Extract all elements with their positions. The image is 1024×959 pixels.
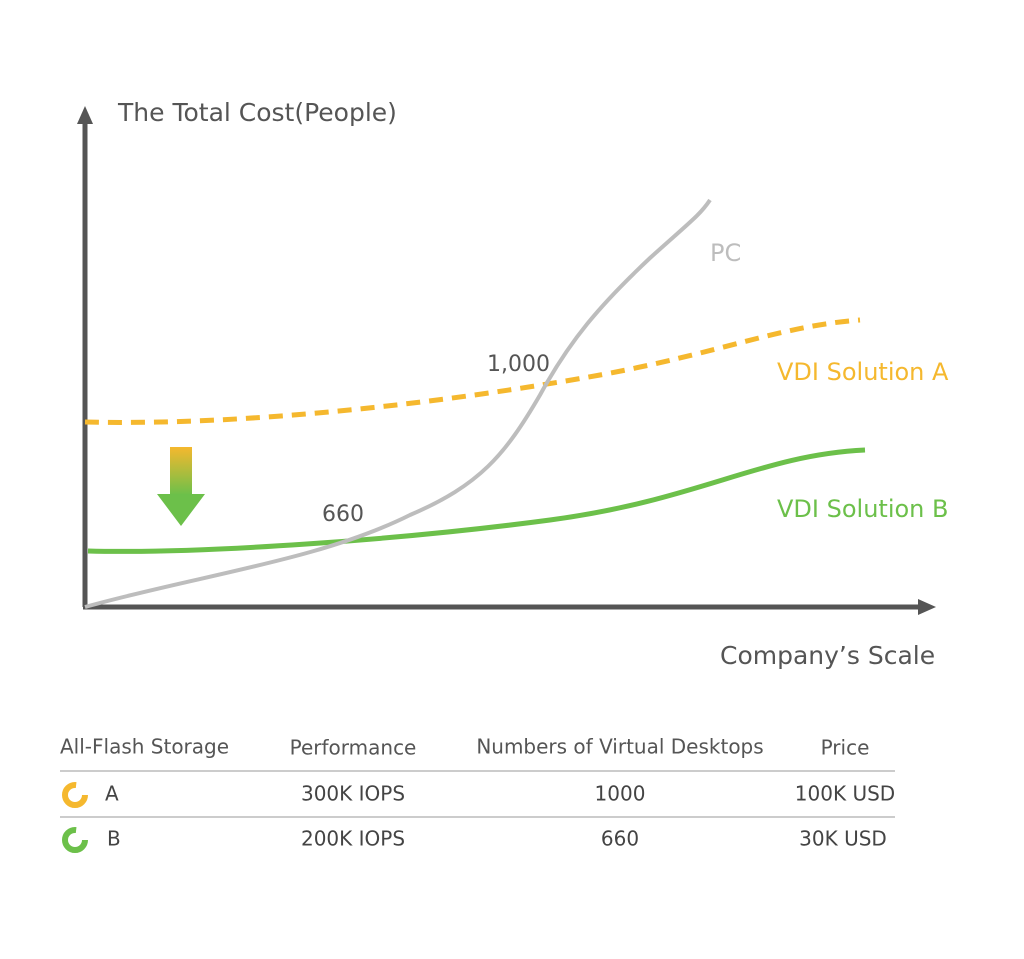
annotation: 1,000 (487, 352, 550, 377)
x-axis-arrow (918, 599, 936, 615)
table-header: Performance (290, 736, 417, 760)
table-cell: 300K IOPS (301, 782, 405, 806)
table-cell: 660 (601, 827, 639, 851)
series-label-b: VDI Solution B (777, 495, 948, 523)
decrease-arrow-head (157, 494, 205, 526)
x-axis-label: Company’s Scale (720, 641, 935, 670)
table-cell: 1000 (595, 782, 646, 806)
curve-b (87, 447, 866, 554)
decrease-arrow-shaft (170, 447, 192, 495)
curve-a (84, 317, 861, 425)
table-cell: 200K IOPS (301, 827, 405, 851)
icon-b (62, 827, 88, 853)
table-header: Numbers of Virtual Desktops (476, 735, 763, 759)
table-header: Price (821, 736, 870, 760)
y-axis-label: The Total Cost(People) (117, 98, 397, 127)
y-axis-arrow (77, 106, 93, 124)
table-cell: B (107, 827, 121, 851)
curve-pc (84, 198, 712, 609)
series-label-a: VDI Solution A (777, 358, 949, 386)
table-cell: 30K USD (799, 827, 887, 851)
table-cell: A (105, 782, 119, 806)
icon-a (62, 782, 88, 808)
series-label-pc: PC (710, 239, 741, 267)
annotation: 660 (322, 502, 364, 527)
table-cell: 100K USD (795, 782, 895, 806)
table-header: All-Flash Storage (60, 735, 229, 759)
